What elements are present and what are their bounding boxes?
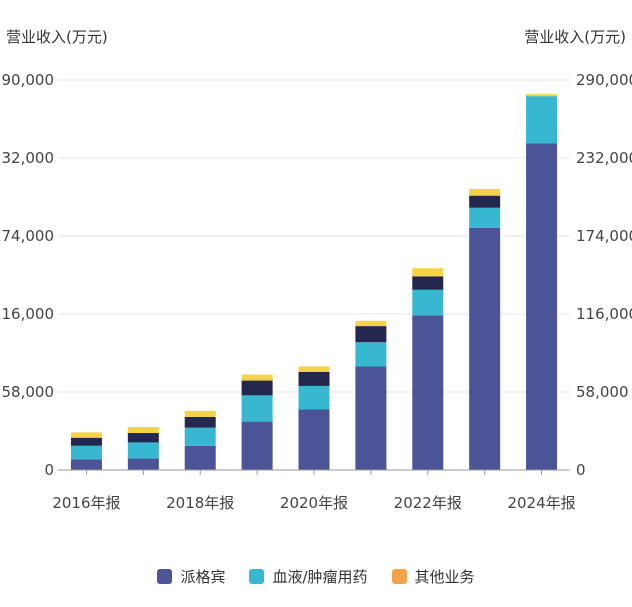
y-tick-label-left: 0 [44, 461, 54, 479]
legend-swatch-paigebin [157, 569, 173, 584]
y-tick-label-left: 58,000 [2, 383, 55, 401]
y-tick-label-left: 116,000 [0, 305, 54, 323]
bar-segment [241, 421, 273, 470]
y-tick-label-right: 174,000 [576, 227, 632, 245]
legend-item-other-business[interactable]: 其他业务 [391, 566, 475, 587]
bar-segment [298, 385, 330, 410]
bar-segment [412, 276, 444, 290]
bar-segment [70, 437, 102, 446]
bar-segment [70, 459, 102, 470]
x-tick-label: 2018年报 [166, 494, 234, 512]
bar-segment [355, 366, 387, 470]
x-tick-label: 2024年报 [507, 494, 575, 512]
y-tick-label-right: 116,000 [576, 305, 632, 323]
y-axis-label-right: 营业收入(万元) [524, 28, 626, 46]
y-tick-label-right: 0 [576, 461, 586, 479]
bar-segment [355, 326, 387, 343]
legend: 派格宾 血液/肿瘤用药 其他业务 [0, 566, 632, 587]
bar-segment [355, 320, 387, 327]
bar-segment [526, 96, 558, 144]
legend-label-paigebin: 派格宾 [180, 568, 226, 586]
y-tick-label-right: 232,000 [576, 149, 632, 167]
legend-label-blood-oncology: 血液/肿瘤用药 [272, 568, 368, 586]
bar-segment [70, 445, 102, 460]
bar-segment [127, 426, 159, 434]
legend-label-other-business: 其他业务 [414, 568, 475, 586]
y-tick-label-left: 174,000 [0, 227, 54, 245]
bar-segment [355, 342, 387, 367]
bar-segment [184, 416, 216, 428]
bar-segment [127, 458, 159, 470]
bar-segment [412, 289, 444, 316]
y-tick-label-left: 232,000 [0, 149, 54, 167]
x-tick-label: 2020年报 [280, 494, 348, 512]
y-ticks-left: 0 58,000 116,000 174,000 232,000 290,000 [0, 71, 54, 479]
bar-segment [298, 409, 330, 470]
bar-segment [241, 380, 273, 396]
legend-item-paigebin[interactable]: 派格宾 [157, 566, 225, 587]
legend-swatch-blood-oncology [249, 569, 265, 584]
bar-segment [526, 94, 558, 97]
bar-segment [184, 445, 216, 470]
x-tick-label: 2022年报 [394, 494, 462, 512]
legend-swatch-other-business [391, 569, 407, 584]
bar-segment [412, 315, 444, 470]
revenue-chart: 营业收入(万元) 营业收入(万元) 0 58,000 116,000 174,000 2… [0, 28, 632, 512]
bar-segment [469, 188, 501, 196]
bar-segment [127, 433, 159, 443]
legend-item-blood-oncology[interactable]: 血液/肿瘤用药 [249, 566, 368, 587]
bar-segment [298, 366, 330, 372]
bar-segment [469, 207, 501, 228]
bar-segment [412, 268, 444, 277]
bar-segment [469, 227, 501, 470]
bar-segment [241, 395, 273, 422]
x-ticks: 2016年报 2018年报 2020年报 2022年报 2024年报 [52, 470, 576, 512]
y-tick-label-left: 290,000 [0, 71, 54, 89]
bars [70, 94, 558, 470]
bar-segment [526, 143, 558, 470]
y-tick-label-right: 58,000 [576, 383, 629, 401]
x-tick-label: 2016年报 [52, 494, 120, 512]
y-ticks-right: 0 58,000 116,000 174,000 232,000 290,000 [576, 71, 632, 479]
bar-segment [184, 410, 216, 417]
bar-segment [127, 442, 159, 459]
bar-segment [241, 374, 273, 381]
bar-segment [184, 427, 216, 446]
y-axis-label-left: 营业收入(万元) [6, 28, 108, 46]
bar-segment [298, 371, 330, 386]
bar-segment [70, 432, 102, 438]
y-tick-label-right: 290,000 [576, 71, 632, 89]
bar-segment [469, 195, 501, 208]
